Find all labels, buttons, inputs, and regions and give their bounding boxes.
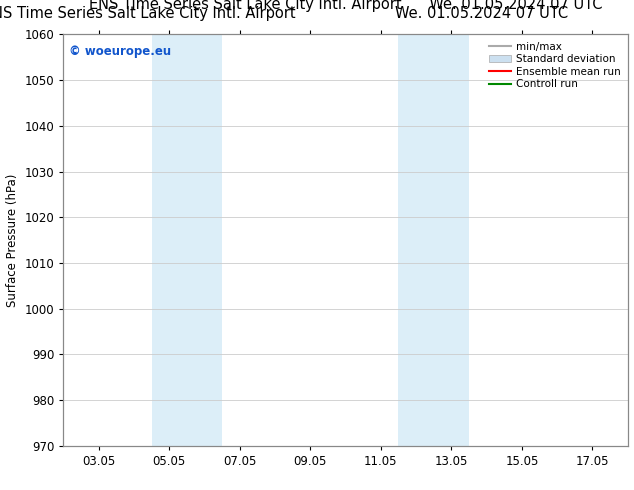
Legend: min/max, Standard deviation, Ensemble mean run, Controll run: min/max, Standard deviation, Ensemble me… bbox=[486, 40, 623, 92]
Text: ENS Time Series Salt Lake City Intl. Airport      We. 01.05.2024 07 UTC: ENS Time Series Salt Lake City Intl. Air… bbox=[89, 0, 602, 12]
Y-axis label: Surface Pressure (hPa): Surface Pressure (hPa) bbox=[6, 173, 19, 307]
Text: © woeurope.eu: © woeurope.eu bbox=[69, 45, 171, 58]
Text: We. 01.05.2024 07 UTC: We. 01.05.2024 07 UTC bbox=[395, 6, 569, 21]
Text: ENS Time Series Salt Lake City Intl. Airport: ENS Time Series Salt Lake City Intl. Air… bbox=[0, 6, 296, 21]
Bar bbox=[152, 34, 222, 446]
Bar bbox=[398, 34, 469, 446]
